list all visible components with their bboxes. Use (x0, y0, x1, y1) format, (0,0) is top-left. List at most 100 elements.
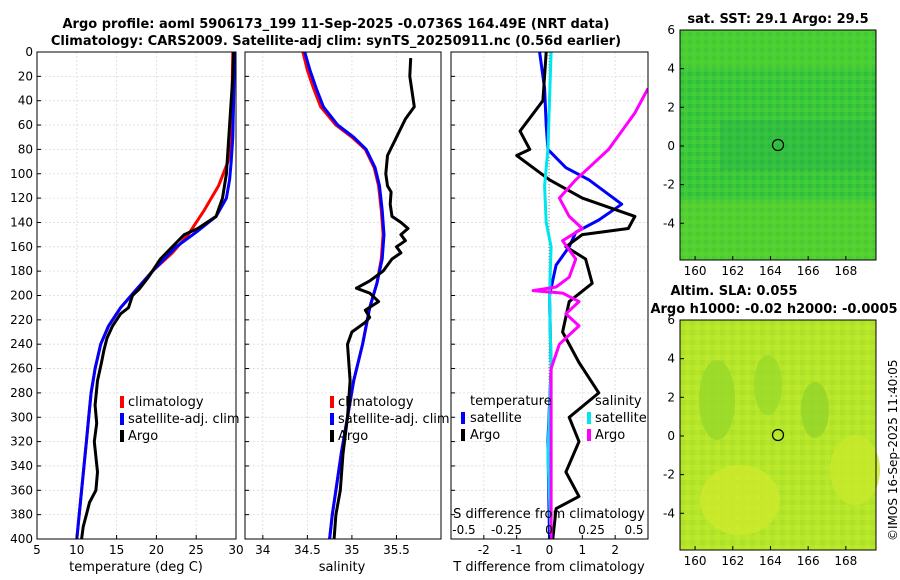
legend-label-climatology: climatology (338, 395, 414, 410)
legend-label-s-argo: Argo (595, 428, 625, 443)
x-tick-label: 10 (69, 543, 84, 557)
y-tick-label: 280 (10, 386, 33, 400)
sla-low-centre (754, 355, 782, 415)
x-tick-label: -2 (478, 543, 490, 557)
sla-map-title2: Argo h1000: -0.02 h2000: -0.0005 (650, 302, 897, 317)
legend-heading-temperature: temperature (470, 394, 552, 409)
salinity-panel: 34 34.5 35 35.5 salinity climatology satell… (244, 51, 450, 575)
x-tick-label: -1 (511, 543, 523, 557)
series-s-satellite (543, 52, 553, 539)
map-x-tick-label: 162 (721, 264, 744, 278)
map-y-tick-label: 2 (667, 100, 675, 114)
legend-label-t-satellite: satellite (470, 411, 522, 426)
y-tick-label: 20 (18, 69, 33, 83)
series-satellite-adj-clim (75, 52, 236, 539)
x-tick-label: 35.5 (383, 543, 410, 557)
y-tick-label: 120 (10, 191, 33, 205)
top-tick-label: 0.25 (578, 523, 605, 537)
y-tick-label: 0 (25, 45, 33, 59)
x-tick-label: 25 (189, 543, 204, 557)
sst-warm-band (680, 30, 876, 68)
sst-map-field (680, 30, 876, 260)
top-tick-label: -0.5 (452, 523, 475, 537)
y-tick-label: 40 (18, 94, 33, 108)
x-tick-label: 0 (546, 543, 554, 557)
map-y-tick-label: 4 (667, 62, 675, 76)
y-tick-label: 180 (10, 264, 33, 278)
series-t-argo (515, 52, 637, 539)
salinity-xlabel: salinity (319, 560, 366, 575)
chart-title-line1: Argo profile: aoml 5906173_199 11-Sep-20… (63, 17, 610, 32)
argo-location-marker (771, 138, 785, 152)
sst-map-title: sat. SST: 29.1 Argo: 29.5 (687, 12, 868, 27)
x-tick-label: 2 (611, 543, 619, 557)
legend-mark-s-argo (587, 429, 591, 441)
y-tick-label: 80 (18, 142, 33, 156)
series-s-argo (531, 87, 648, 539)
map-y-tick-label: -2 (663, 468, 675, 482)
top-tick-label: -0.25 (491, 523, 522, 537)
legend-heading-salinity: salinity (595, 394, 642, 409)
temperature-panel: 0 20 40 60 80 100 120 140 160 180 200 220 240 260 280 3… (10, 45, 244, 575)
map-y-tick-label: 0 (667, 139, 675, 153)
legend-mark-t-satellite (461, 412, 465, 424)
y-tick-label: 400 (10, 532, 33, 546)
map-x-tick-label: 168 (834, 264, 857, 278)
x-tick-label: 5 (33, 543, 41, 557)
legend-mark-satellite (120, 413, 124, 425)
y-tick-label: 260 (10, 362, 33, 376)
map-x-tick-label: 164 (759, 264, 782, 278)
map-x-tick-label: 160 (684, 554, 707, 568)
map-x-tick-label: 166 (797, 264, 820, 278)
y-tick-label: 220 (10, 313, 33, 327)
legend-label-satellite: satellite-adj. clim (338, 412, 450, 427)
chart-title-line2: Climatology: CARS2009. Satellite-adj cli… (51, 34, 621, 49)
x-tick-label: 30 (228, 543, 243, 557)
y-tick-label: 380 (10, 508, 33, 522)
y-tick-label: 300 (10, 410, 33, 424)
map-x-tick-label: 162 (721, 554, 744, 568)
legend-label-t-argo: Argo (470, 428, 500, 443)
temperature-legend: climatology satellite-adj. clim Argo (120, 395, 240, 444)
legend-mark-s-satellite (587, 412, 591, 424)
x-tick-label: 35 (344, 543, 359, 557)
map-x-tick-label: 166 (797, 554, 820, 568)
x-tick-label: 20 (149, 543, 164, 557)
sla-map-box (679, 319, 877, 551)
sst-cool-band (720, 120, 876, 170)
difference-xlabel: T difference from climatology (452, 560, 645, 575)
argo-location-marker (771, 428, 785, 442)
legend-mark-satellite (330, 413, 334, 425)
legend-label-argo: Argo (128, 429, 158, 444)
top-tick-label: 0.5 (624, 523, 643, 537)
sla-high-south (700, 465, 780, 535)
top-tick-label: 0 (545, 523, 553, 537)
map-y-tick-label: 4 (667, 352, 675, 366)
y-tick-label: 60 (18, 118, 33, 132)
sla-map-title1: Altim. SLA: 0.055 (671, 284, 798, 299)
difference-legend-salinity: salinity satellite Argo (587, 394, 647, 443)
legend-label-argo: Argo (338, 429, 368, 444)
map-y-tick-label: 6 (667, 313, 675, 327)
legend-label-climatology: climatology (128, 395, 204, 410)
y-tick-label: 160 (10, 240, 33, 254)
x-tick-label: 34 (255, 543, 270, 557)
salinity-difference-ticks: -0.5 -0.25 0 0.25 0.5 (452, 523, 643, 537)
salinity-legend: climatology satellite-adj. clim Argo (330, 395, 450, 444)
x-tick-label: 34.5 (294, 543, 321, 557)
legend-label-satellite: satellite-adj. clim (128, 412, 240, 427)
y-tick-label: 240 (10, 337, 33, 351)
series-argo (332, 58, 416, 539)
sst-map: sat. SST: 29.1 Argo: 29.5 160 162 164 166 16… (663, 12, 877, 278)
legend-mark-climatology (330, 396, 334, 408)
difference-top-label: S difference from climatology (453, 507, 645, 522)
sst-south-band (680, 200, 876, 260)
sla-map: Altim. SLA: 0.055 Argo h1000: -0.02 h200… (650, 284, 897, 568)
map-y-tick-label: 6 (667, 23, 675, 37)
y-tick-label: 360 (10, 483, 33, 497)
map-y-tick-label: 0 (667, 429, 675, 443)
sla-low-east (801, 382, 829, 438)
map-y-tick-label: 2 (667, 390, 675, 404)
map-x-tick-label: 168 (834, 554, 857, 568)
